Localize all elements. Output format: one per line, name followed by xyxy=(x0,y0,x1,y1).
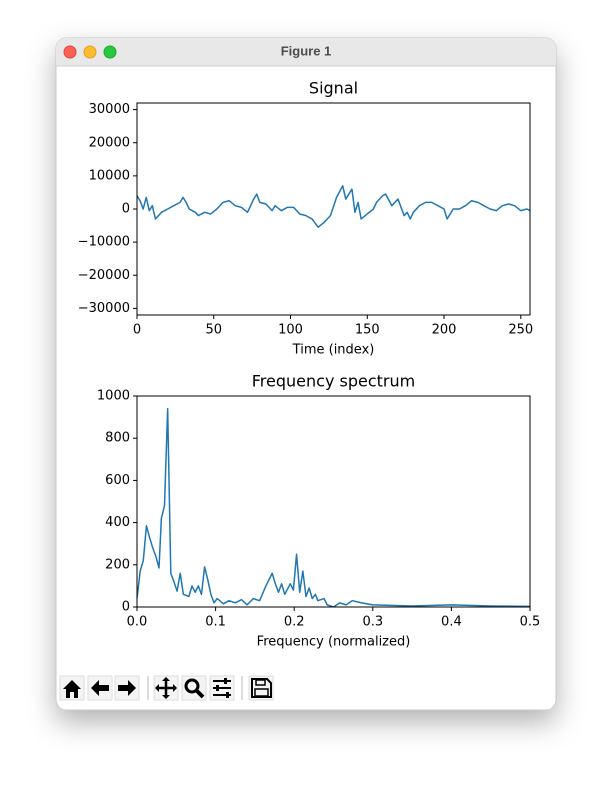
x-tick-label: 50 xyxy=(205,323,222,338)
y-tick-label: 1000 xyxy=(97,389,130,404)
x-axis-label: Time (index) xyxy=(292,343,375,358)
pan-button[interactable] xyxy=(153,675,179,701)
zoom-button[interactable] xyxy=(103,45,117,59)
y-tick-label: −20000 xyxy=(78,268,130,283)
plot-frame xyxy=(136,395,531,608)
y-tick-label: −30000 xyxy=(78,301,130,316)
signal-line xyxy=(137,407,530,607)
minimize-button[interactable] xyxy=(83,45,97,59)
x-tick-label: 250 xyxy=(508,323,533,338)
y-tick-label: 800 xyxy=(105,431,130,446)
y-tick-label: 0 xyxy=(122,202,130,217)
x-axis-label: Frequency (normalized) xyxy=(257,635,411,650)
chart-title: Frequency spectrum xyxy=(252,372,415,391)
y-tick-label: −10000 xyxy=(78,235,130,250)
plot-frame xyxy=(136,102,531,316)
home-button[interactable] xyxy=(59,675,85,701)
back-button[interactable] xyxy=(87,675,113,701)
close-button[interactable] xyxy=(63,45,77,59)
x-tick-label: 100 xyxy=(278,323,303,338)
y-tick-label: 30000 xyxy=(89,102,130,117)
title-bar xyxy=(56,38,556,66)
forward-button[interactable] xyxy=(114,675,140,701)
zoom-rect-button[interactable] xyxy=(181,675,207,701)
x-tick-label: 0.0 xyxy=(127,615,148,630)
x-tick-label: 0.2 xyxy=(284,615,305,630)
y-tick-label: 600 xyxy=(105,473,130,488)
x-tick-label: 0.5 xyxy=(520,615,541,630)
chart-title: Signal xyxy=(309,79,358,98)
x-tick-label: 200 xyxy=(432,323,457,338)
y-tick-label: 0 xyxy=(122,600,130,615)
window-title: Figure 1 xyxy=(281,43,332,58)
x-tick-label: 150 xyxy=(355,323,380,338)
y-tick-label: 400 xyxy=(105,515,130,530)
y-tick-label: 10000 xyxy=(89,168,130,183)
save-button[interactable] xyxy=(248,675,274,701)
signal-line xyxy=(137,185,530,228)
y-tick-label: 200 xyxy=(105,557,130,572)
y-tick-label: 20000 xyxy=(89,135,130,150)
x-tick-label: 0.4 xyxy=(441,615,462,630)
x-tick-label: 0.1 xyxy=(205,615,226,630)
toolbar xyxy=(59,675,274,701)
configure-button[interactable] xyxy=(209,675,235,701)
x-tick-label: 0 xyxy=(133,323,141,338)
x-tick-label: 0.3 xyxy=(362,615,383,630)
